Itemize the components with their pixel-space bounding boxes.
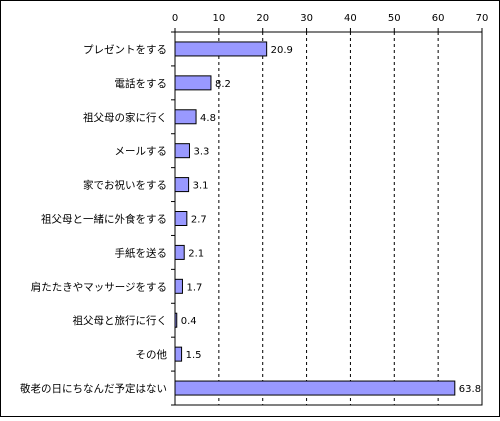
bar-9 [174,346,183,362]
category-label-2: 祖父母の家に行く [83,111,167,124]
bar-4 [174,177,190,193]
bar-3 [174,143,190,159]
bar-8 [174,312,178,328]
bar-7 [174,278,183,294]
bar-5 [174,211,188,226]
value-label-0: 20.9 [271,45,293,56]
x-tick-label-4: 40 [344,13,357,24]
value-label-3: 3.3 [193,147,209,158]
value-label-7: 1.7 [186,282,202,293]
grid-lines [218,32,483,405]
bar-1 [174,75,212,91]
value-label-4: 3.1 [193,181,209,192]
category-label-5: 祖父母と一緒に外食をする [41,213,167,226]
category-label-4: 家でお祝いをする [83,179,167,192]
value-labels: 20.9 8.2 4.8 3.3 3.1 2.7 2.1 1.7 0.4 1.5 63.8 [181,45,481,395]
category-label-9: その他 [136,348,168,361]
x-ticks: 0 10 20 30 40 50 60 70 [171,13,489,406]
category-label-6: 手紙を送る [115,246,168,259]
value-label-6: 2.1 [188,248,204,259]
value-label-8: 0.4 [181,316,197,327]
category-label-3: メールする [115,146,168,158]
category-label-0: プレゼントをする [83,44,167,56]
x-tick-label-1: 10 [212,13,225,24]
x-tick-label-2: 20 [256,13,269,24]
x-tick-label-0: 0 [172,13,178,24]
x-tick-label-3: 30 [300,13,313,24]
bars [174,41,456,396]
x-tick-label-5: 50 [388,13,401,24]
category-label-8: 祖父母と旅行に行く [73,314,168,327]
bar-10 [174,380,456,396]
value-label-9: 1.5 [186,350,202,361]
value-label-5: 2.7 [191,215,207,226]
value-label-2: 4.8 [200,113,216,124]
category-label-10: 敬老の日にちなんだ予定はない [20,382,167,395]
value-label-1: 8.2 [215,79,231,90]
bar-2 [174,109,197,125]
x-tick-label-7: 70 [476,13,489,24]
category-label-1: 電話をする [115,77,168,90]
bar-6 [174,244,185,260]
category-labels: プレゼントをする電話をする祖父母の家に行くメールする家でお祝いをする祖父母と一緒… [20,44,167,395]
value-label-10: 63.8 [459,384,481,395]
x-tick-label-6: 60 [432,13,445,24]
category-label-7: 肩たたきやマッサージをする [31,280,167,293]
bar-0 [174,41,268,57]
